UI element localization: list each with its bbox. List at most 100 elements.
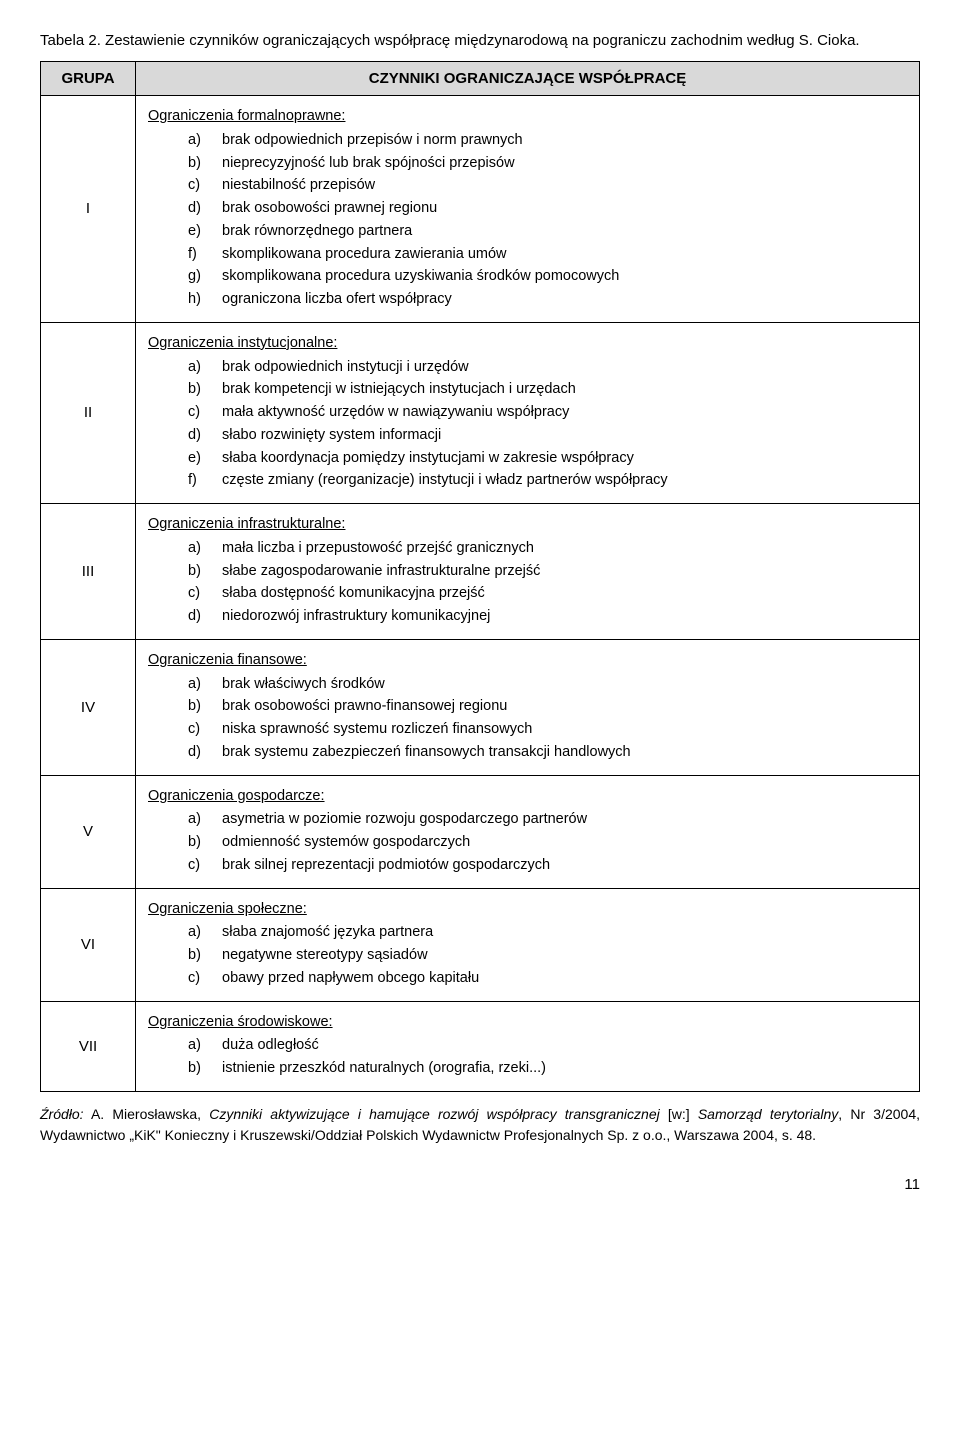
section-title: Ograniczenia infrastrukturalne: (148, 514, 907, 536)
item-letter: b) (188, 561, 214, 583)
list-item: f) częste zmiany (reorganizacje) instytuc… (188, 470, 907, 492)
item-letter: d) (188, 606, 214, 628)
list-item: b)odmienność systemów gospodarczych (188, 832, 907, 854)
items-list: a)duża odległośćb)istnienie przeszkód na… (148, 1035, 907, 1080)
list-item: d)brak systemu zabezpieczeń finansowych … (188, 742, 907, 764)
list-item: b)brak osobowości prawno-finansowej regi… (188, 696, 907, 718)
item-letter: g) (188, 266, 214, 288)
group-cell: VII (41, 1001, 136, 1091)
item-text: niestabilność przepisów (222, 177, 375, 193)
item-text: skomplikowana procedura zawierania umów (222, 246, 507, 262)
table-row: IVOgraniczenia finansowe:a)brak właściwy… (41, 639, 920, 775)
list-item: b)brak kompetencji w istniejących instyt… (188, 379, 907, 401)
list-item: c) niestabilność przepisów (188, 175, 907, 197)
content-cell: Ograniczenia infrastrukturalne:a)mała li… (136, 504, 920, 640)
items-list: a)asymetria w poziomie rozwoju gospodarc… (148, 809, 907, 876)
item-letter: a) (188, 130, 214, 152)
item-letter: b) (188, 832, 214, 854)
item-text: słaba koordynacja pomiędzy instytucjami … (222, 450, 634, 466)
list-item: a)asymetria w poziomie rozwoju gospodarc… (188, 809, 907, 831)
source-rest: [w:] (660, 1106, 698, 1122)
item-letter: b) (188, 379, 214, 401)
list-item: c)brak silnej reprezentacji podmiotów go… (188, 855, 907, 877)
table-row: VIIOgraniczenia środowiskowe:a)duża odle… (41, 1001, 920, 1091)
content-cell: Ograniczenia środowiskowe:a)duża odległo… (136, 1001, 920, 1091)
group-cell: I (41, 96, 136, 323)
list-item: a)słaba znajomość języka partnera (188, 922, 907, 944)
item-text: negatywne stereotypy sąsiadów (222, 947, 428, 963)
item-text: brak systemu zabezpieczeń finansowych tr… (222, 744, 631, 760)
list-item: e)brak równorzędnego partnera (188, 221, 907, 243)
item-letter: b) (188, 1058, 214, 1080)
item-letter: a) (188, 1035, 214, 1057)
item-letter: c) (188, 402, 214, 424)
item-text: brak silnej reprezentacji podmiotów gosp… (222, 857, 550, 873)
group-cell: III (41, 504, 136, 640)
item-letter: c) (188, 719, 214, 741)
item-letter: f) (188, 470, 214, 492)
source-citation: Źródło: A. Mierosławska, Czynniki aktywi… (40, 1104, 920, 1146)
header-group: GRUPA (41, 62, 136, 96)
item-text: ograniczona liczba ofert współpracy (222, 291, 452, 307)
header-factors: CZYNNIKI OGRANICZAJĄCE WSPÓŁPRACĘ (136, 62, 920, 96)
group-cell: VI (41, 888, 136, 1001)
item-letter: d) (188, 198, 214, 220)
list-item: b) negatywne stereotypy sąsiadów (188, 945, 907, 967)
section-title: Ograniczenia formalnoprawne: (148, 106, 907, 128)
list-item: c) mała aktywność urzędów w nawiązywaniu … (188, 402, 907, 424)
source-label: Źródło: (40, 1106, 84, 1122)
item-letter: b) (188, 153, 214, 175)
list-item: b)słabe zagospodarowanie infrastruktural… (188, 561, 907, 583)
list-item: a) brak właściwych środków (188, 674, 907, 696)
item-letter: f) (188, 244, 214, 266)
item-letter: e) (188, 448, 214, 470)
list-item: a)brak odpowiednich instytucji i urzędów (188, 357, 907, 379)
list-item: d)słabo rozwinięty system informacji (188, 425, 907, 447)
section-title: Ograniczenia finansowe: (148, 650, 907, 672)
item-text: słaba dostępność komunikacyjna przejść (222, 585, 485, 601)
item-letter: h) (188, 289, 214, 311)
table-caption: Tabela 2. Zestawienie czynników ogranicz… (40, 30, 920, 51)
item-text: mała aktywność urzędów w nawiązywaniu ws… (222, 404, 569, 420)
items-list: a)brak odpowiednich przepisów i norm pra… (148, 130, 907, 311)
item-text: asymetria w poziomie rozwoju gospodarcze… (222, 811, 587, 827)
content-cell: Ograniczenia instytucjonalne:a)brak odpo… (136, 322, 920, 503)
item-letter: c) (188, 968, 214, 990)
list-item: d) niedorozwój infrastruktury komunikacyj… (188, 606, 907, 628)
group-cell: V (41, 775, 136, 888)
list-item: h) ograniczona liczba ofert współpracy (188, 289, 907, 311)
section-title: Ograniczenia społeczne: (148, 899, 907, 921)
factors-table: GRUPA CZYNNIKI OGRANICZAJĄCE WSPÓŁPRACĘ … (40, 61, 920, 1092)
content-cell: Ograniczenia finansowe:a) brak właściwych… (136, 639, 920, 775)
item-text: obawy przed napływem obcego kapitału (222, 970, 479, 986)
table-row: VIOgraniczenia społeczne:a)słaba znajomo… (41, 888, 920, 1001)
item-text: brak osobowości prawnej regionu (222, 200, 437, 216)
source-author: A. Mierosławska, (84, 1106, 210, 1122)
section-title: Ograniczenia gospodarcze: (148, 786, 907, 808)
item-text: skomplikowana procedura uzyskiwania środ… (222, 268, 619, 284)
list-item: g) skomplikowana procedura uzyskiwania śr… (188, 266, 907, 288)
item-letter: c) (188, 175, 214, 197)
content-cell: Ograniczenia społeczne:a)słaba znajomość… (136, 888, 920, 1001)
list-item: a)brak odpowiednich przepisów i norm pra… (188, 130, 907, 152)
item-letter: a) (188, 674, 214, 696)
item-letter: a) (188, 357, 214, 379)
table-row: I Ograniczenia formalnoprawne:a)brak odpo… (41, 96, 920, 323)
table-row: IIIOgraniczenia infrastrukturalne:a)mała… (41, 504, 920, 640)
item-text: częste zmiany (reorganizacje) instytucji… (222, 472, 668, 488)
list-item: a)duża odległość (188, 1035, 907, 1057)
list-item: c) obawy przed napływem obcego kapitału (188, 968, 907, 990)
item-letter: b) (188, 945, 214, 967)
items-list: a)brak odpowiednich instytucji i urzędów… (148, 357, 907, 493)
item-text: słaba znajomość języka partnera (222, 924, 433, 940)
list-item: c)słaba dostępność komunikacyjna przejść (188, 583, 907, 605)
group-cell: II (41, 322, 136, 503)
list-item: e) słaba koordynacja pomiędzy instytucjam… (188, 448, 907, 470)
items-list: a) brak właściwych środków b)brak osobowoś… (148, 674, 907, 764)
list-item: c)niska sprawność systemu rozliczeń fina… (188, 719, 907, 741)
list-item: f) skomplikowana procedura zawierania umó… (188, 244, 907, 266)
item-text: słabo rozwinięty system informacji (222, 427, 441, 443)
item-text: brak właściwych środków (222, 676, 385, 692)
item-text: niedorozwój infrastruktury komunikacyjne… (222, 608, 490, 624)
items-list: a)mała liczba i przepustowość przejść gr… (148, 538, 907, 628)
